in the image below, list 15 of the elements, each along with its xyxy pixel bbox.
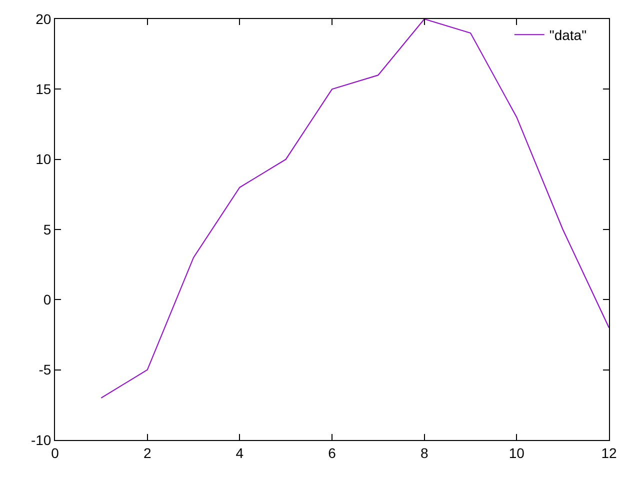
x-tick-label: 2 <box>143 444 152 461</box>
y-tick-label: 5 <box>43 221 52 238</box>
y-tick-label: 20 <box>36 10 52 27</box>
x-tick-label: 12 <box>601 444 617 461</box>
y-tick-label: -10 <box>30 432 52 448</box>
x-tick-label: 6 <box>328 444 336 461</box>
y-tick-label: 10 <box>36 151 52 168</box>
legend-label: "data" <box>549 27 587 44</box>
x-tick-label: 8 <box>420 444 428 461</box>
line-series <box>100 19 609 398</box>
y-tick-label: 15 <box>36 81 52 98</box>
y-tick-label: 0 <box>43 292 52 308</box>
x-tick-label: 4 <box>236 444 244 461</box>
y-tick-label: -5 <box>38 362 52 378</box>
x-tick-label: 10 <box>508 444 525 461</box>
